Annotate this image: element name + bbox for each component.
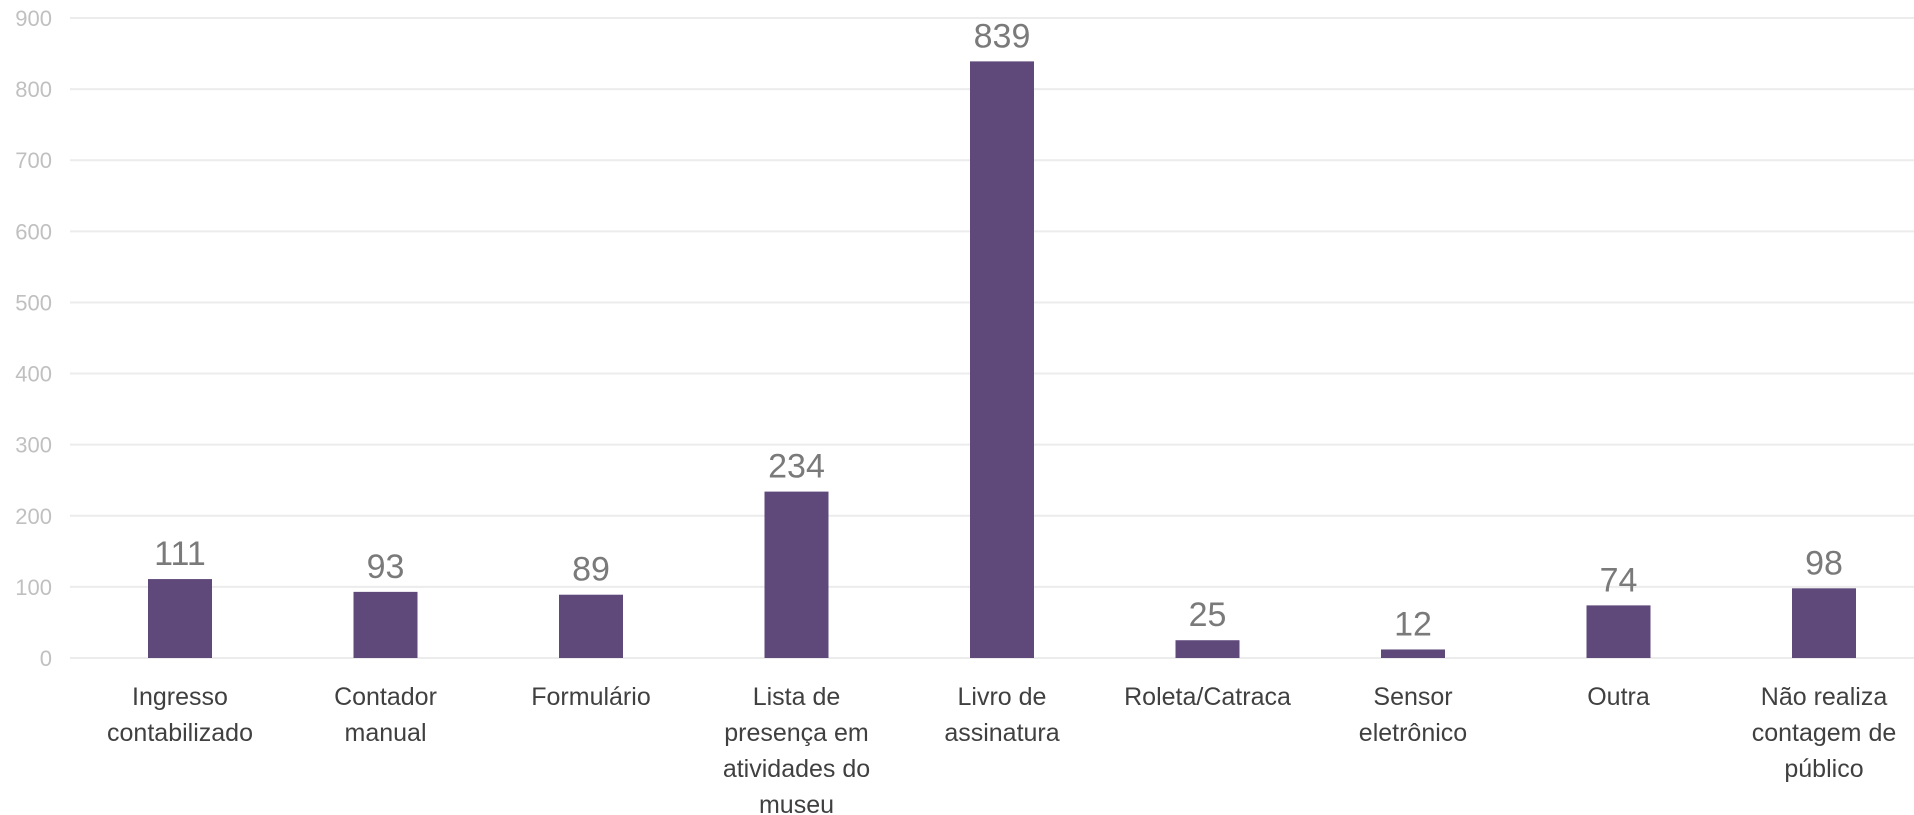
category-label-line: Não realiza xyxy=(1761,683,1888,711)
bar xyxy=(148,579,212,658)
category-label-line: manual xyxy=(345,719,427,747)
y-tick-label: 900 xyxy=(15,6,52,31)
y-axis-tick-labels: 0 100 200 300 400 500 600 700 800 900 xyxy=(15,6,52,671)
category-label-line: Outra xyxy=(1587,683,1650,711)
x-axis-category-labels: Ingresso contabilizado Contador manual Formu… xyxy=(107,683,1896,815)
category-label: Formulário xyxy=(531,683,650,711)
category-label-line: atividades do xyxy=(723,755,870,783)
bar xyxy=(764,491,829,658)
category-label: Livro de assinatura xyxy=(944,683,1059,747)
bar xyxy=(1792,588,1856,658)
data-label: 234 xyxy=(768,448,825,486)
y-tick-label: 400 xyxy=(15,362,52,387)
data-label: 25 xyxy=(1189,596,1227,634)
category-label-line: Livro de xyxy=(958,683,1047,711)
category-label: Contador manual xyxy=(334,683,437,747)
category-label-line: Lista de xyxy=(753,683,841,711)
category-label-line: museu xyxy=(759,791,834,815)
bar xyxy=(1381,649,1445,658)
category-label-line: contabilizado xyxy=(107,719,253,747)
category-label-line: Ingresso xyxy=(132,683,228,711)
category-label-line: Roleta/Catraca xyxy=(1124,683,1291,711)
bar xyxy=(559,594,623,658)
y-tick-label: 500 xyxy=(15,290,52,315)
bar xyxy=(1586,605,1651,658)
category-label: Sensor eletrônico xyxy=(1359,683,1467,747)
category-label-line: contagem de xyxy=(1752,719,1897,747)
category-label-line: público xyxy=(1784,755,1863,783)
data-label: 98 xyxy=(1805,544,1843,582)
data-label: 93 xyxy=(367,548,405,586)
category-label-line: presença em xyxy=(724,719,869,747)
category-label-line: eletrônico xyxy=(1359,719,1467,747)
y-tick-label: 300 xyxy=(15,433,52,458)
bar xyxy=(1175,640,1240,658)
bar xyxy=(353,591,418,658)
category-label-line: Formulário xyxy=(531,683,650,711)
y-tick-label: 200 xyxy=(15,504,52,529)
data-label: 111 xyxy=(154,535,206,573)
bars xyxy=(148,61,1856,658)
data-label: 74 xyxy=(1600,561,1638,599)
y-tick-label: 800 xyxy=(15,77,52,102)
category-label: Ingresso contabilizado xyxy=(107,683,253,747)
category-label: Roleta/Catraca xyxy=(1124,683,1291,711)
category-label-line: Contador xyxy=(334,683,437,711)
data-labels: 111 93 89 234 839 25 12 74 98 xyxy=(154,17,1843,643)
category-label: Lista de presença em atividades do museu xyxy=(723,683,870,815)
data-label: 839 xyxy=(974,17,1031,55)
y-tick-label: 100 xyxy=(15,575,52,600)
data-label: 89 xyxy=(572,551,610,589)
y-tick-label: 700 xyxy=(15,148,52,173)
category-label: Não realiza contagem de público xyxy=(1752,683,1897,783)
y-tick-label: 0 xyxy=(40,646,52,671)
category-label: Outra xyxy=(1587,683,1650,711)
data-label: 12 xyxy=(1394,605,1432,643)
y-tick-label: 600 xyxy=(15,219,52,244)
category-label-line: assinatura xyxy=(944,719,1059,747)
bar xyxy=(970,61,1034,658)
category-label-line: Sensor xyxy=(1373,683,1452,711)
